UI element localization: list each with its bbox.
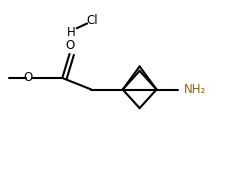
Text: NH₂: NH₂ bbox=[184, 83, 207, 96]
Text: O: O bbox=[24, 71, 33, 84]
Text: Cl: Cl bbox=[87, 14, 98, 27]
Text: H: H bbox=[66, 26, 75, 39]
Text: O: O bbox=[65, 40, 74, 52]
